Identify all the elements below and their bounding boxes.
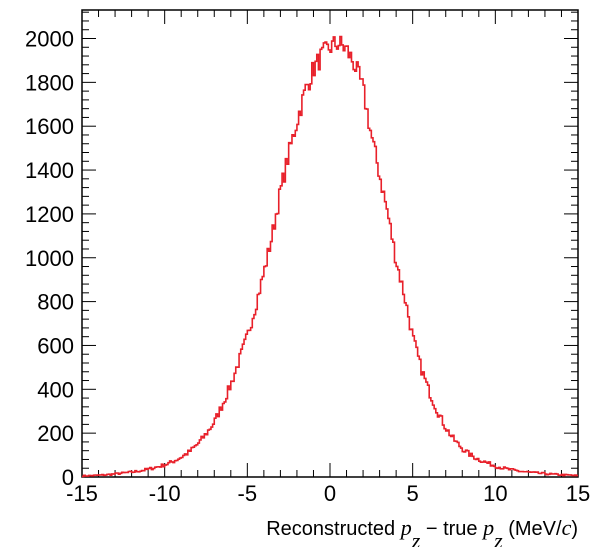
y-tick-label: 1200 — [25, 202, 74, 227]
y-tick-label: 0 — [62, 465, 74, 490]
x-tick-label: 5 — [407, 481, 419, 506]
y-tick-label: 800 — [37, 290, 74, 315]
histogram-series-line — [82, 35, 578, 478]
y-tick-label: 400 — [37, 377, 74, 402]
x-tick-label: 10 — [483, 481, 507, 506]
y-tick-label: 600 — [37, 333, 74, 358]
y-tick-label: 1400 — [25, 158, 74, 183]
x-tick-label: -5 — [238, 481, 258, 506]
x-axis-title: Reconstructed pz − true pz (MeV/c) — [266, 515, 578, 547]
y-tick-label: 200 — [37, 421, 74, 446]
x-tick-label: 0 — [324, 481, 336, 506]
x-tick-labels: -15 -10 -5 0 5 10 15 — [66, 481, 590, 506]
y-tick-label: 1000 — [25, 246, 74, 271]
y-tick-label: 1800 — [25, 70, 74, 95]
x-tick-label: -10 — [149, 481, 181, 506]
axis-ticks — [81, 10, 579, 478]
x-tick-label: 15 — [566, 481, 590, 506]
y-tick-labels: 0 200 400 600 800 1000 1200 1400 1600 1800 2000 — [25, 27, 74, 490]
plot-frame — [81, 9, 579, 478]
x-tick-label: -15 — [66, 481, 98, 506]
y-tick-label: 2000 — [25, 27, 74, 52]
y-tick-label: 1600 — [25, 114, 74, 139]
